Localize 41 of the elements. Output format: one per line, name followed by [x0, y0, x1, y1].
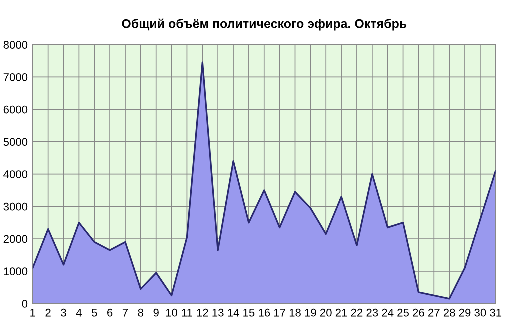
y-tick-label: 3000 — [4, 202, 28, 211]
x-tick-label: 16 — [259, 308, 270, 317]
x-tick-label: 31 — [490, 308, 502, 317]
x-tick-label: 30 — [474, 308, 486, 317]
x-tick-label: 25 — [398, 308, 409, 317]
x-tick-label: 9 — [154, 308, 159, 317]
y-tick-label: 6000 — [4, 106, 28, 114]
x-tick-label: 3 — [61, 308, 66, 317]
chart-title: Общий объём политического эфира. Октябрь — [122, 18, 407, 31]
x-tick-label: 19 — [305, 308, 316, 317]
x-tick-label: 6 — [108, 308, 113, 317]
y-tick-label: 1000 — [4, 268, 28, 276]
y-tick-label: 5000 — [4, 138, 28, 146]
x-tick-label: 8 — [138, 308, 144, 317]
x-tick-label: 27 — [428, 308, 440, 317]
x-tick-label: 12 — [197, 308, 208, 317]
x-tick-label: 5 — [92, 309, 98, 317]
x-tick-label: 11 — [182, 309, 192, 317]
x-tick-label: 29 — [459, 308, 471, 317]
y-tick-label: 2000 — [4, 235, 28, 244]
x-tick-label: 10 — [166, 308, 178, 317]
x-tick-label: 7 — [122, 309, 128, 317]
x-tick-label: 15 — [244, 309, 255, 317]
x-tick-label: 17 — [274, 309, 286, 317]
x-tick-label: 26 — [413, 308, 424, 317]
y-tick-label: 0 — [22, 300, 28, 308]
x-tick-label: 14 — [228, 309, 240, 317]
x-tick-label: 22 — [351, 308, 363, 317]
x-tick-label: 4 — [76, 309, 82, 317]
x-tick-label: 28 — [444, 308, 456, 317]
x-tick-label: 20 — [320, 308, 332, 317]
x-tick-label: 18 — [290, 308, 301, 317]
y-tick-label: 4000 — [4, 170, 28, 178]
x-tick-label: 21 — [336, 308, 348, 317]
x-tick-label: 23 — [366, 308, 378, 317]
x-tick-label: 13 — [212, 308, 224, 317]
y-tick-label: 8000 — [4, 41, 28, 49]
x-tick-label: 24 — [382, 308, 394, 317]
x-tick-label: 1 — [30, 309, 36, 317]
x-tick-label: 2 — [46, 308, 51, 317]
y-tick-label: 7000 — [4, 73, 28, 82]
